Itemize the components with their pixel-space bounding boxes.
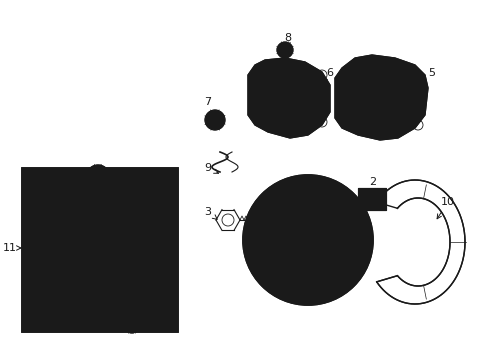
Text: 9: 9 xyxy=(204,163,218,173)
Polygon shape xyxy=(334,55,427,140)
Bar xyxy=(72,312,88,322)
Circle shape xyxy=(257,232,273,248)
Text: 15: 15 xyxy=(43,210,61,220)
Bar xyxy=(357,188,385,210)
Polygon shape xyxy=(247,58,329,138)
Bar xyxy=(97,312,113,322)
Text: 3: 3 xyxy=(204,207,217,219)
Circle shape xyxy=(62,268,82,288)
Circle shape xyxy=(92,263,112,283)
Circle shape xyxy=(204,110,224,130)
Text: 16: 16 xyxy=(123,187,155,197)
Text: 1: 1 xyxy=(303,180,311,204)
Circle shape xyxy=(276,42,292,58)
Circle shape xyxy=(86,165,110,189)
Polygon shape xyxy=(48,268,152,312)
Text: 4: 4 xyxy=(251,239,261,253)
Text: 7: 7 xyxy=(204,97,214,116)
Text: 12: 12 xyxy=(45,273,61,285)
Bar xyxy=(22,168,178,332)
Text: 12: 12 xyxy=(118,267,135,280)
Text: 11: 11 xyxy=(3,243,21,253)
Circle shape xyxy=(37,272,73,308)
Circle shape xyxy=(253,221,282,249)
Text: 8: 8 xyxy=(284,33,291,47)
Polygon shape xyxy=(62,182,138,248)
Text: 2: 2 xyxy=(368,177,376,194)
Bar xyxy=(357,188,385,210)
Bar xyxy=(97,312,113,322)
Circle shape xyxy=(243,175,372,305)
Text: 10: 10 xyxy=(436,197,454,219)
Polygon shape xyxy=(376,180,464,304)
Bar xyxy=(122,312,138,322)
Text: 14: 14 xyxy=(115,319,145,333)
Text: 13: 13 xyxy=(132,290,155,300)
Circle shape xyxy=(124,317,140,333)
Bar xyxy=(72,312,88,322)
Bar xyxy=(122,312,138,322)
Circle shape xyxy=(108,280,132,304)
Text: 5: 5 xyxy=(420,68,435,85)
Text: 6: 6 xyxy=(322,68,333,81)
Bar xyxy=(22,168,178,332)
Circle shape xyxy=(356,75,406,125)
Circle shape xyxy=(269,76,313,120)
